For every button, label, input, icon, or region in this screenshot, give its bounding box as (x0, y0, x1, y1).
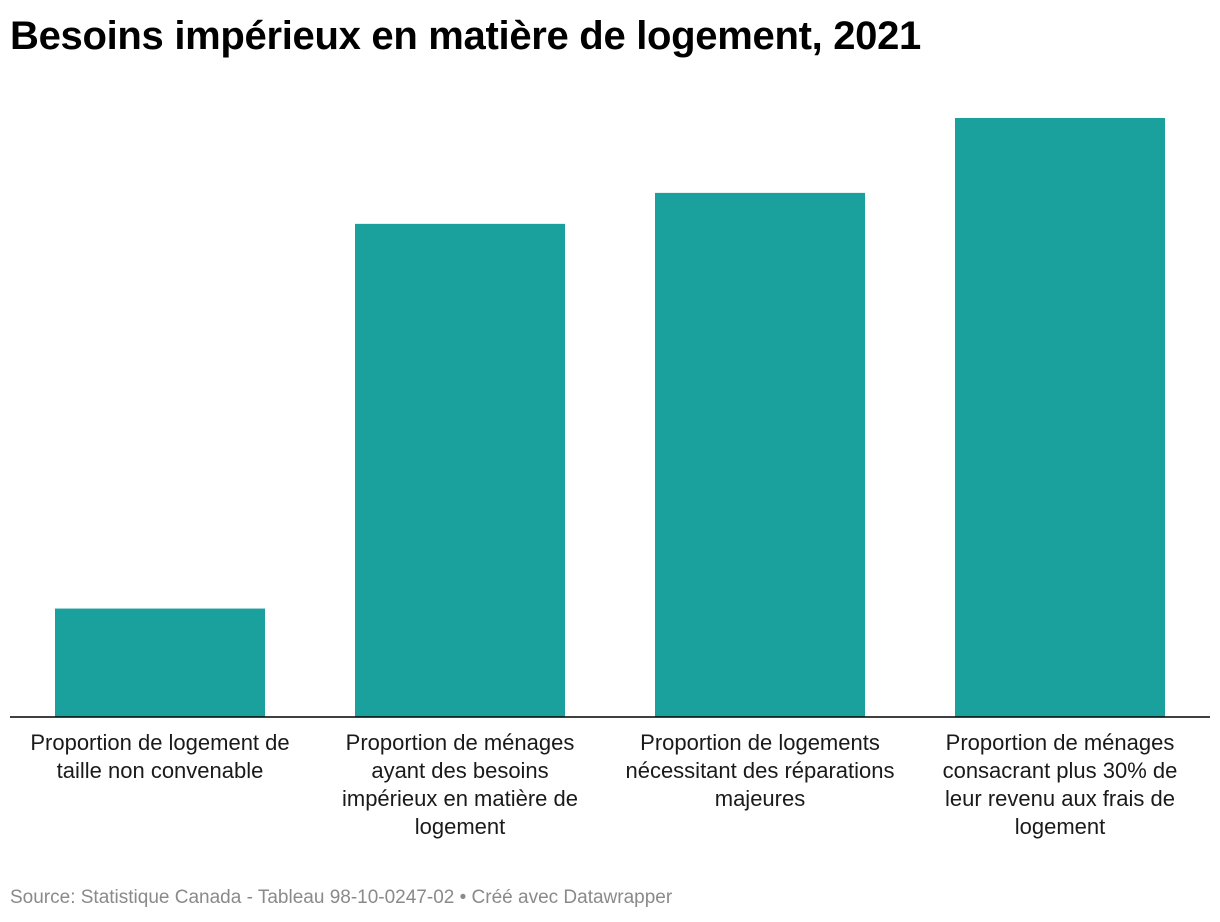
source-note: Source: Statistique Canada - Tableau 98-… (10, 887, 673, 908)
category-label-4: Proportion de ménages consacrant plus 30… (942, 730, 1178, 839)
bar-3 (655, 192, 865, 717)
bar-4 (955, 118, 1165, 717)
category-label-3: Proportion de logements nécessitant des … (625, 730, 895, 811)
bar-2 (355, 223, 565, 717)
bar-1 (55, 608, 265, 717)
category-label-2: Proportion de ménages ayant des besoins … (341, 730, 578, 839)
bars-group (55, 118, 1165, 717)
chart-title: Besoins impérieux en matière de logement… (10, 14, 922, 58)
category-label-1: Proportion de logement de taille non con… (30, 730, 290, 783)
